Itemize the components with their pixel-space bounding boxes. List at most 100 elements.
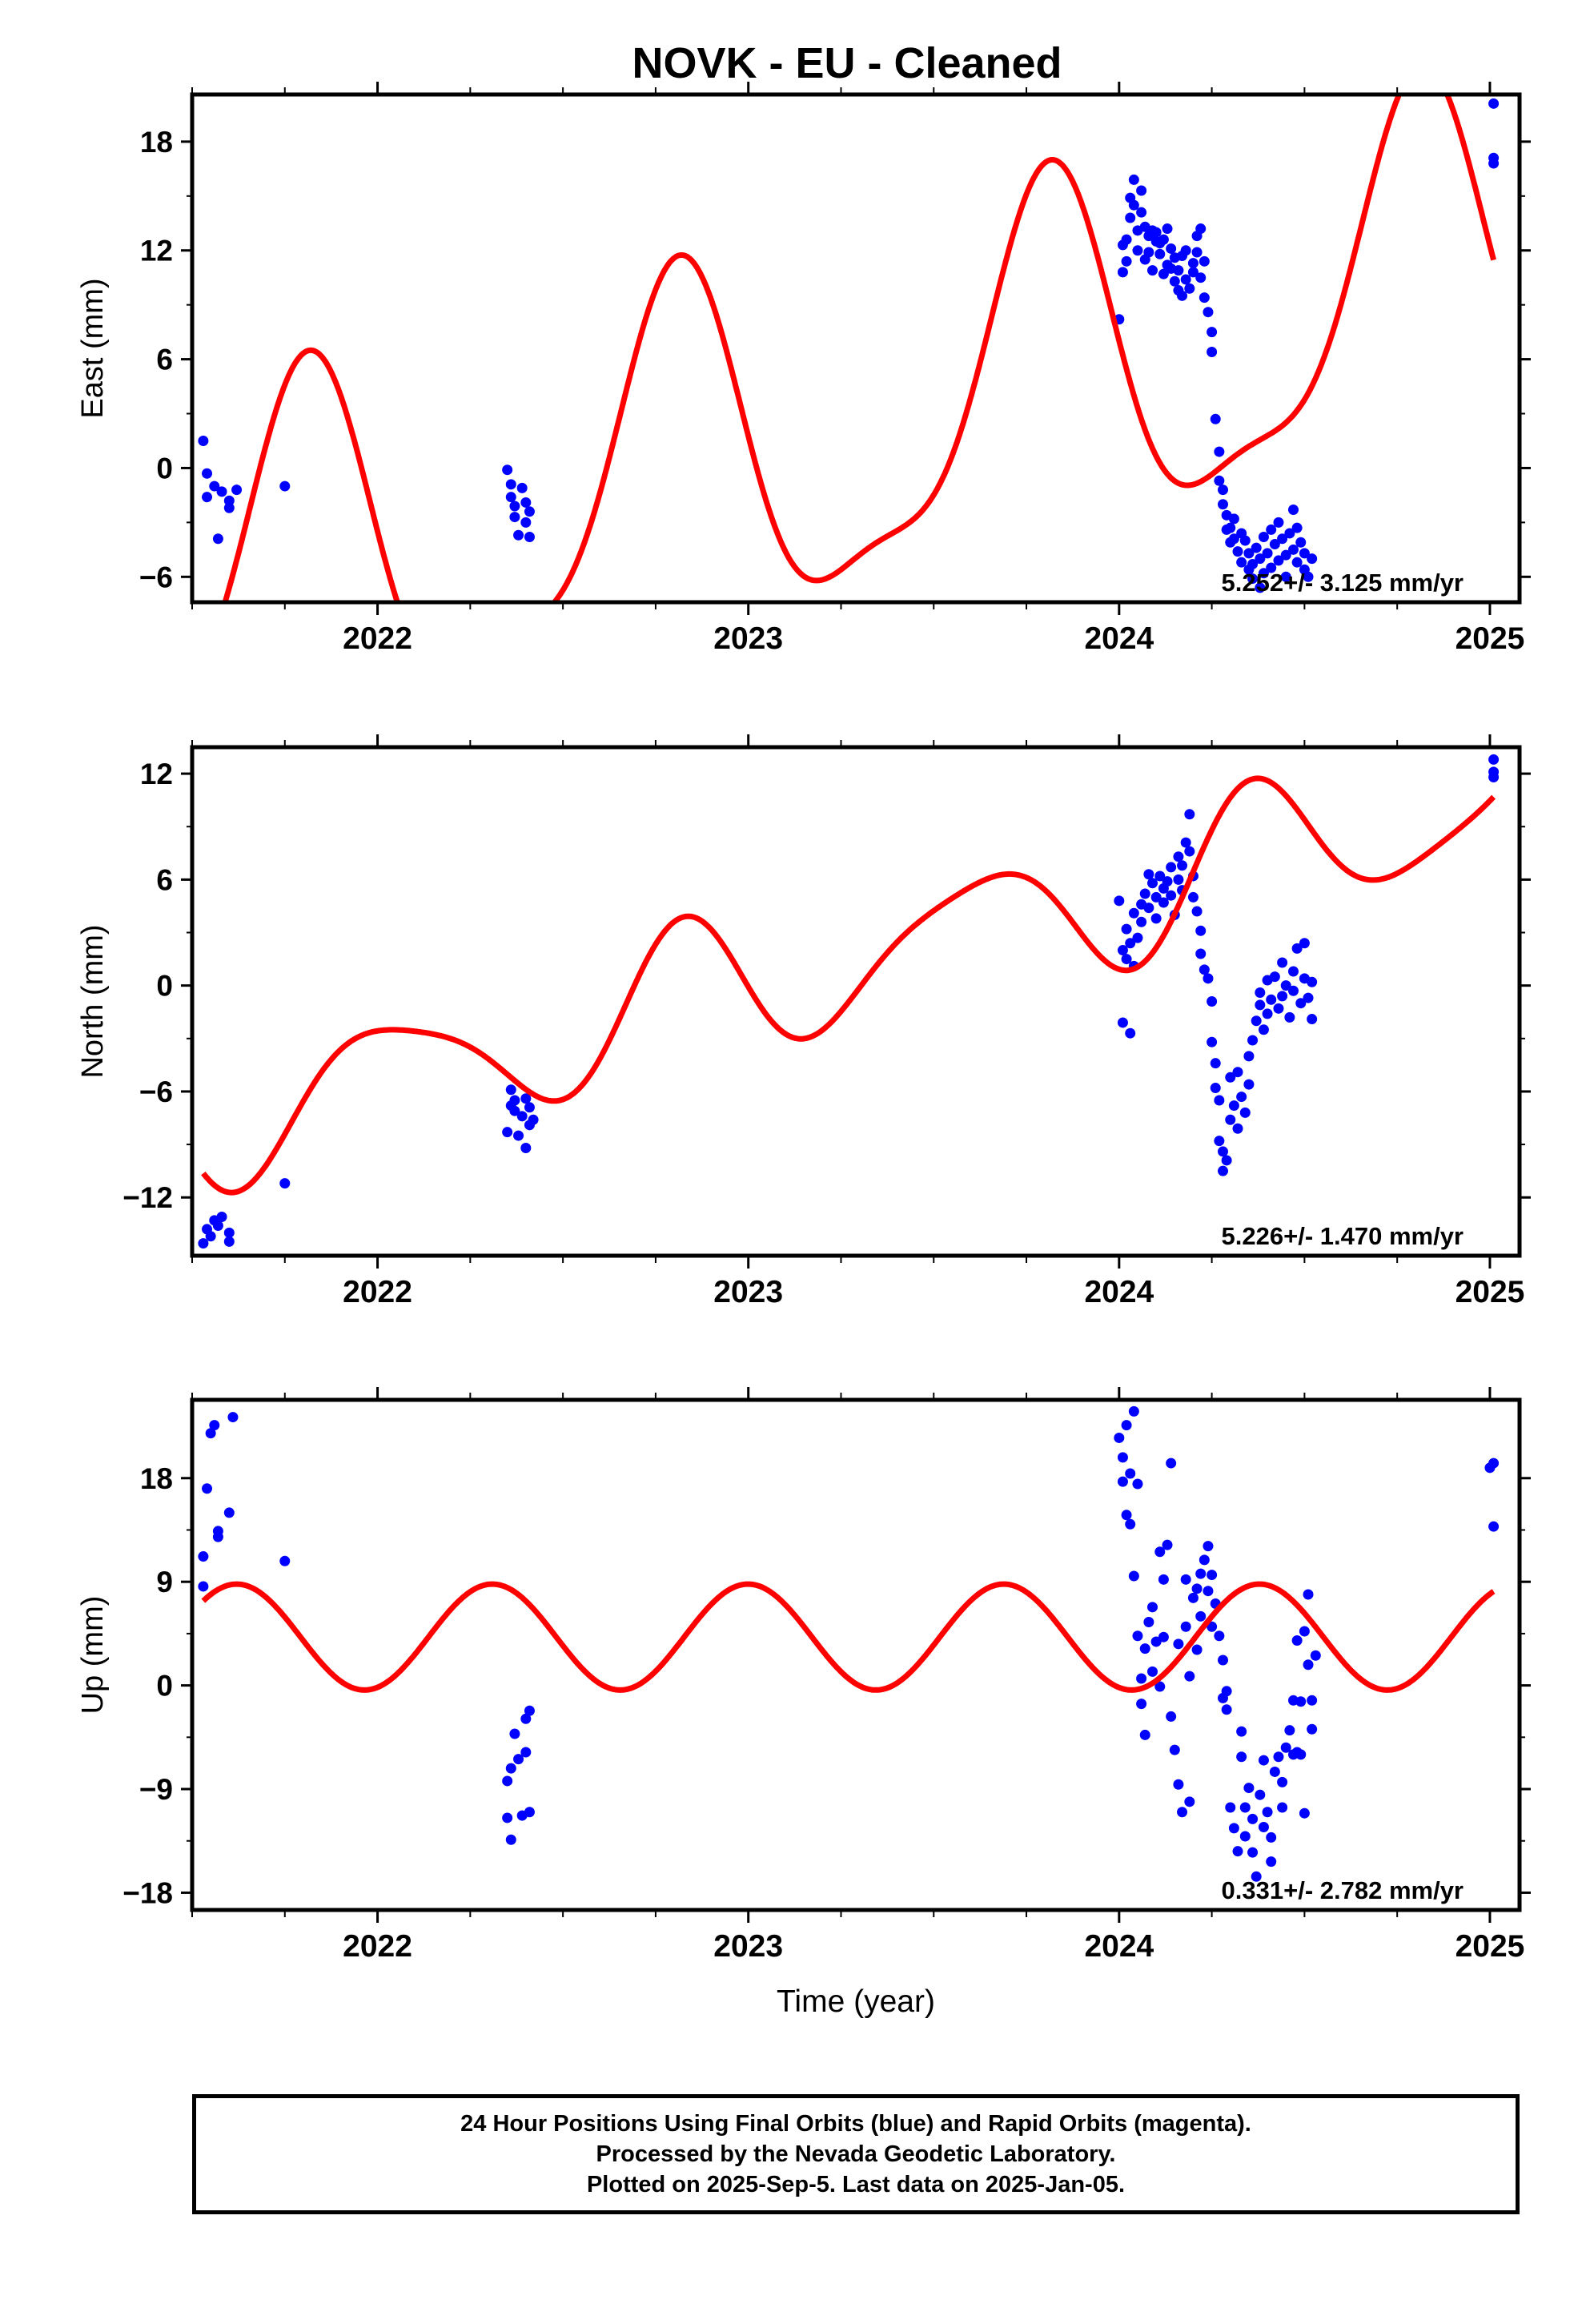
x-tick-label: 2022 [343, 1929, 412, 1964]
x-tick-label: 2022 [343, 621, 412, 656]
data-point [1136, 1673, 1147, 1684]
data-point [516, 1111, 528, 1122]
data-point [509, 1728, 520, 1739]
data-point [1150, 891, 1162, 903]
data-point [509, 1095, 520, 1106]
data-point [1132, 1630, 1143, 1642]
data-point [1166, 1458, 1177, 1469]
data-point [1255, 999, 1266, 1011]
data-point [1147, 1602, 1158, 1613]
data-point [1139, 1729, 1150, 1740]
data-point [198, 1581, 209, 1592]
data-point [1280, 549, 1291, 561]
data-point [1295, 1749, 1307, 1760]
data-point [1147, 878, 1158, 889]
data-point [1195, 1568, 1207, 1579]
data-point [1266, 994, 1277, 1005]
data-point [1143, 869, 1154, 880]
data-point [1207, 347, 1218, 358]
data-points [198, 754, 1500, 1249]
data-point [1247, 1035, 1259, 1046]
data-point [1299, 1626, 1310, 1637]
data-point [524, 1102, 535, 1113]
data-point [1307, 1695, 1318, 1706]
data-point [1243, 548, 1255, 559]
data-point [1191, 1644, 1203, 1655]
data-point [198, 1238, 209, 1249]
data-point [1217, 485, 1228, 496]
data-point [1158, 897, 1169, 908]
x-tick-label: 2023 [713, 1929, 783, 1964]
data-point [1128, 199, 1139, 211]
data-point [1266, 524, 1277, 535]
data-point [1269, 1766, 1280, 1777]
data-point [1284, 1011, 1295, 1023]
data-point [1180, 245, 1191, 256]
data-point [505, 1084, 516, 1096]
data-point [227, 1412, 239, 1423]
data-point [1199, 1554, 1210, 1566]
data-point [1247, 1847, 1259, 1858]
data-point [1488, 766, 1500, 778]
data-point [1232, 1067, 1243, 1078]
data-point [279, 1555, 291, 1566]
data-point [1255, 553, 1266, 565]
data-point [1177, 1807, 1188, 1818]
data-point [505, 492, 516, 503]
data-point [1207, 327, 1218, 338]
fit-curve [222, 94, 1496, 602]
data-point [1147, 1666, 1158, 1677]
data-point [1273, 1751, 1284, 1763]
data-point [1236, 557, 1247, 568]
data-point [524, 531, 535, 542]
data-point [1236, 1726, 1247, 1737]
data-point [205, 1231, 216, 1242]
data-point [1158, 268, 1169, 279]
data-point [1117, 1476, 1128, 1487]
data-point [1114, 1432, 1125, 1443]
data-point [1277, 991, 1288, 1002]
panel-3: 18 9 0 −9 −18 2022 2023 2024 2025 Up (mm) Time (ye… [76, 1387, 1531, 2019]
data-point [1228, 1100, 1239, 1112]
data-point [520, 1093, 532, 1104]
data-point [1132, 245, 1143, 256]
data-point [1180, 274, 1191, 285]
data-point [1117, 267, 1128, 278]
data-point [1225, 522, 1236, 533]
data-point [1280, 980, 1291, 991]
y-tick-label: 6 [156, 863, 173, 896]
data-point [1303, 992, 1314, 1003]
data-point [1203, 307, 1214, 318]
data-point [1239, 1831, 1251, 1842]
data-point [223, 495, 235, 506]
data-point [1295, 998, 1307, 1009]
data-point [1173, 1779, 1184, 1790]
data-point [205, 1428, 216, 1439]
panel-2: 12 6 0 −6 −12 2022 2023 2024 2025 North (mm) 5.226… [76, 734, 1531, 1309]
data-point [1143, 1617, 1154, 1628]
footer-info-box: 24 Hour Positions Using Final Orbits (bl… [192, 2094, 1520, 2214]
data-point [198, 1551, 209, 1562]
data-point [1277, 533, 1288, 545]
panel-frame [190, 1397, 1522, 1912]
y-tick-label: −6 [139, 1076, 173, 1108]
data-point [1125, 212, 1136, 223]
chart-panels: 18 12 6 0 −6 2022 2023 2024 2025 East (mm) 5.252+/… [76, 82, 1531, 2019]
data-point [1232, 1846, 1243, 1857]
y-tick-label: 0 [156, 452, 173, 485]
data-point [1243, 1079, 1255, 1090]
data-point [1158, 234, 1169, 245]
data-point [509, 501, 520, 512]
data-point [1228, 513, 1239, 525]
data-point [1184, 1671, 1195, 1682]
data-point [1251, 1871, 1262, 1882]
data-point [1162, 1539, 1173, 1550]
data-point [1191, 1583, 1203, 1594]
data-point [1280, 571, 1291, 582]
data-point [1243, 1783, 1255, 1794]
rate-label: 5.226+/- 1.470 mm/yr [1222, 1222, 1464, 1250]
data-point [1214, 1095, 1225, 1106]
data-point [1258, 531, 1269, 542]
data-point [1284, 1725, 1295, 1736]
data-point [1180, 1574, 1191, 1585]
